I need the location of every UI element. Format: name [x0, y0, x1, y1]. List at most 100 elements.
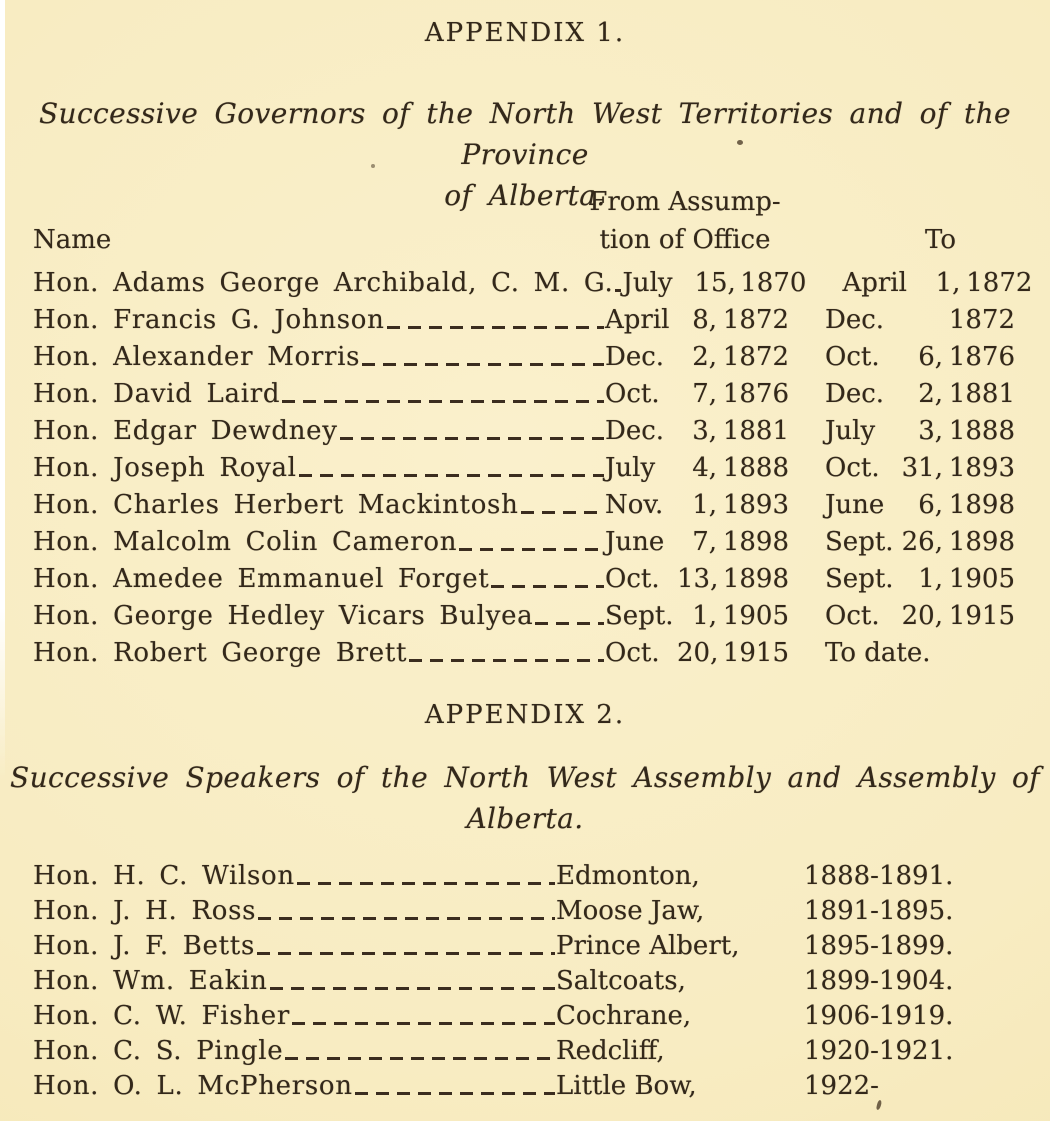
person-name: Hon. C. W. Fisher: [33, 1000, 290, 1031]
to-date: April 1, 1872: [842, 268, 1034, 298]
to-day: 26,: [901, 526, 943, 557]
appendix1-title: Successive Governors of the North West T…: [0, 93, 1050, 216]
term-years: 1895-1899.: [804, 930, 954, 961]
column-header-to: To: [925, 225, 956, 255]
to-day: 31,: [901, 452, 943, 483]
person-name: Hon. H. C. Wilson: [33, 860, 295, 891]
dash-leader: [362, 363, 604, 366]
from-day: 15,: [694, 267, 736, 298]
constituency: Little Bow,: [556, 1070, 697, 1101]
to-year: 1898: [948, 489, 1015, 520]
from-month: Dec.: [605, 341, 665, 372]
person-name: Hon. J. H. Ross: [33, 895, 257, 926]
to-day: 1,: [918, 563, 943, 594]
column-header-name: Name: [33, 225, 112, 255]
dash-leader: [520, 511, 604, 514]
to-month: Oct.: [825, 452, 880, 483]
table-row: Hon. Francis G. Johnson April 8, 1872 De…: [33, 298, 1017, 335]
from-date: April 8, 1872: [605, 304, 791, 335]
to-year: 1905: [948, 563, 1015, 594]
ink-speck: [875, 1099, 883, 1111]
to-date: Oct. 20, 1915: [825, 600, 1017, 631]
person-name: Hon. Malcolm Colin Cameron: [33, 526, 458, 557]
constituency: Saltcoats,: [556, 965, 686, 996]
constituency: Cochrane,: [556, 1000, 692, 1031]
table-row: Hon. C. W. Fisher Cochrane, 1906-1919.: [33, 996, 1017, 1031]
from-date: Dec. 3, 1881: [605, 415, 791, 446]
person-name: Hon. Adams George Archibald, C. M. G.: [33, 267, 614, 298]
from-year: 1893: [722, 489, 789, 520]
term-years: 1906-1919.: [804, 1000, 954, 1031]
from-year: 1905: [722, 600, 789, 631]
to-year: 1893: [948, 452, 1015, 483]
dash-leader: [258, 917, 555, 920]
person-name: Hon. George Hedley Vicars Bulyea: [33, 600, 534, 631]
from-month: Nov.: [605, 489, 664, 520]
to-year: 1888: [948, 415, 1015, 446]
dash-leader: [409, 659, 604, 662]
from-date: Sept. 1, 1905: [605, 600, 791, 631]
to-day: 6,: [918, 489, 943, 520]
speakers-table: Hon. H. C. Wilson Edmonton, 1888-1891. H…: [33, 856, 1017, 1101]
person-name: Hon. C. S. Pingle: [33, 1035, 284, 1066]
from-day: 7,: [692, 526, 717, 557]
appendix1-heading: APPENDIX 1.: [424, 18, 626, 48]
ink-speck: [371, 164, 375, 168]
from-year: 1881: [722, 415, 789, 446]
dash-leader: [459, 548, 604, 551]
from-day: 13,: [677, 563, 719, 594]
table-row: Hon. Charles Herbert Mackintosh Nov. 1, …: [33, 483, 1017, 520]
table-row: Hon. George Hedley Vicars Bulyea Sept. 1…: [33, 594, 1017, 631]
to-day: 2,: [918, 378, 943, 409]
from-day: 8,: [692, 304, 717, 335]
to-date: Dec. 2, 1881: [825, 378, 1017, 409]
table-row: Hon. J. H. Ross Moose Jaw, 1891-1895.: [33, 891, 1017, 926]
to-date: Sept. 1, 1905: [825, 563, 1017, 594]
to-year: 1915: [948, 600, 1015, 631]
table-row: Hon. Amedee Emmanuel Forget Oct. 13, 189…: [33, 557, 1017, 594]
term-years: 1899-1904.: [804, 965, 954, 996]
person-name: Hon. Joseph Royal: [33, 452, 297, 483]
table-row: Hon. Adams George Archibald, C. M. G. Ju…: [33, 261, 1032, 298]
appendix1-title-line2: of Alberta.: [444, 179, 606, 212]
dash-leader: [354, 1092, 555, 1095]
dash-leader: [339, 437, 604, 440]
person-name: Hon. Edgar Dewdney: [33, 415, 338, 446]
to-month: Dec.: [825, 378, 885, 409]
to-month: July: [825, 415, 876, 446]
from-month: July: [622, 267, 673, 298]
from-date: Oct. 20, 1915: [605, 637, 791, 668]
from-year: 1872: [722, 304, 789, 335]
from-day: 1,: [692, 600, 717, 631]
scan-edge-artifact: [0, 0, 5, 780]
person-name: Hon. David Laird: [33, 378, 281, 409]
dash-leader: [291, 1022, 555, 1025]
ink-speck: [737, 140, 743, 145]
from-date: July 4, 1888: [605, 452, 791, 483]
from-year: 1870: [740, 267, 807, 298]
from-month: Oct.: [605, 637, 660, 668]
from-year: 1888: [722, 452, 789, 483]
from-date: Nov. 1, 1893: [605, 489, 791, 520]
from-date: Oct. 13, 1898: [605, 563, 791, 594]
from-month: Sept.: [605, 600, 674, 631]
column-header-from-line2: tion of Office: [599, 225, 771, 255]
table-row: Hon. H. C. Wilson Edmonton, 1888-1891.: [33, 856, 1017, 891]
to-month: Oct.: [825, 341, 880, 372]
from-day: 1,: [692, 489, 717, 520]
governors-table: Hon. Adams George Archibald, C. M. G. Ju…: [33, 261, 1032, 668]
from-day: 7,: [692, 378, 717, 409]
from-month: June: [605, 526, 665, 557]
from-day: 2,: [692, 341, 717, 372]
to-year: 1872: [948, 304, 1015, 335]
dash-leader: [296, 882, 555, 885]
from-date: Oct. 7, 1876: [605, 378, 791, 409]
person-name: Hon. Amedee Emmanuel Forget: [33, 563, 490, 594]
to-month: Dec.: [825, 304, 885, 335]
to-date: Oct. 6, 1876: [825, 341, 1017, 372]
from-date: June 7, 1898: [605, 526, 791, 557]
constituency: Redcliff,: [556, 1035, 665, 1066]
term-years: 1888-1891.: [804, 860, 954, 891]
to-year: 1898: [948, 526, 1015, 557]
appendix1-title-line1: Successive Governors of the North West T…: [38, 97, 1012, 171]
